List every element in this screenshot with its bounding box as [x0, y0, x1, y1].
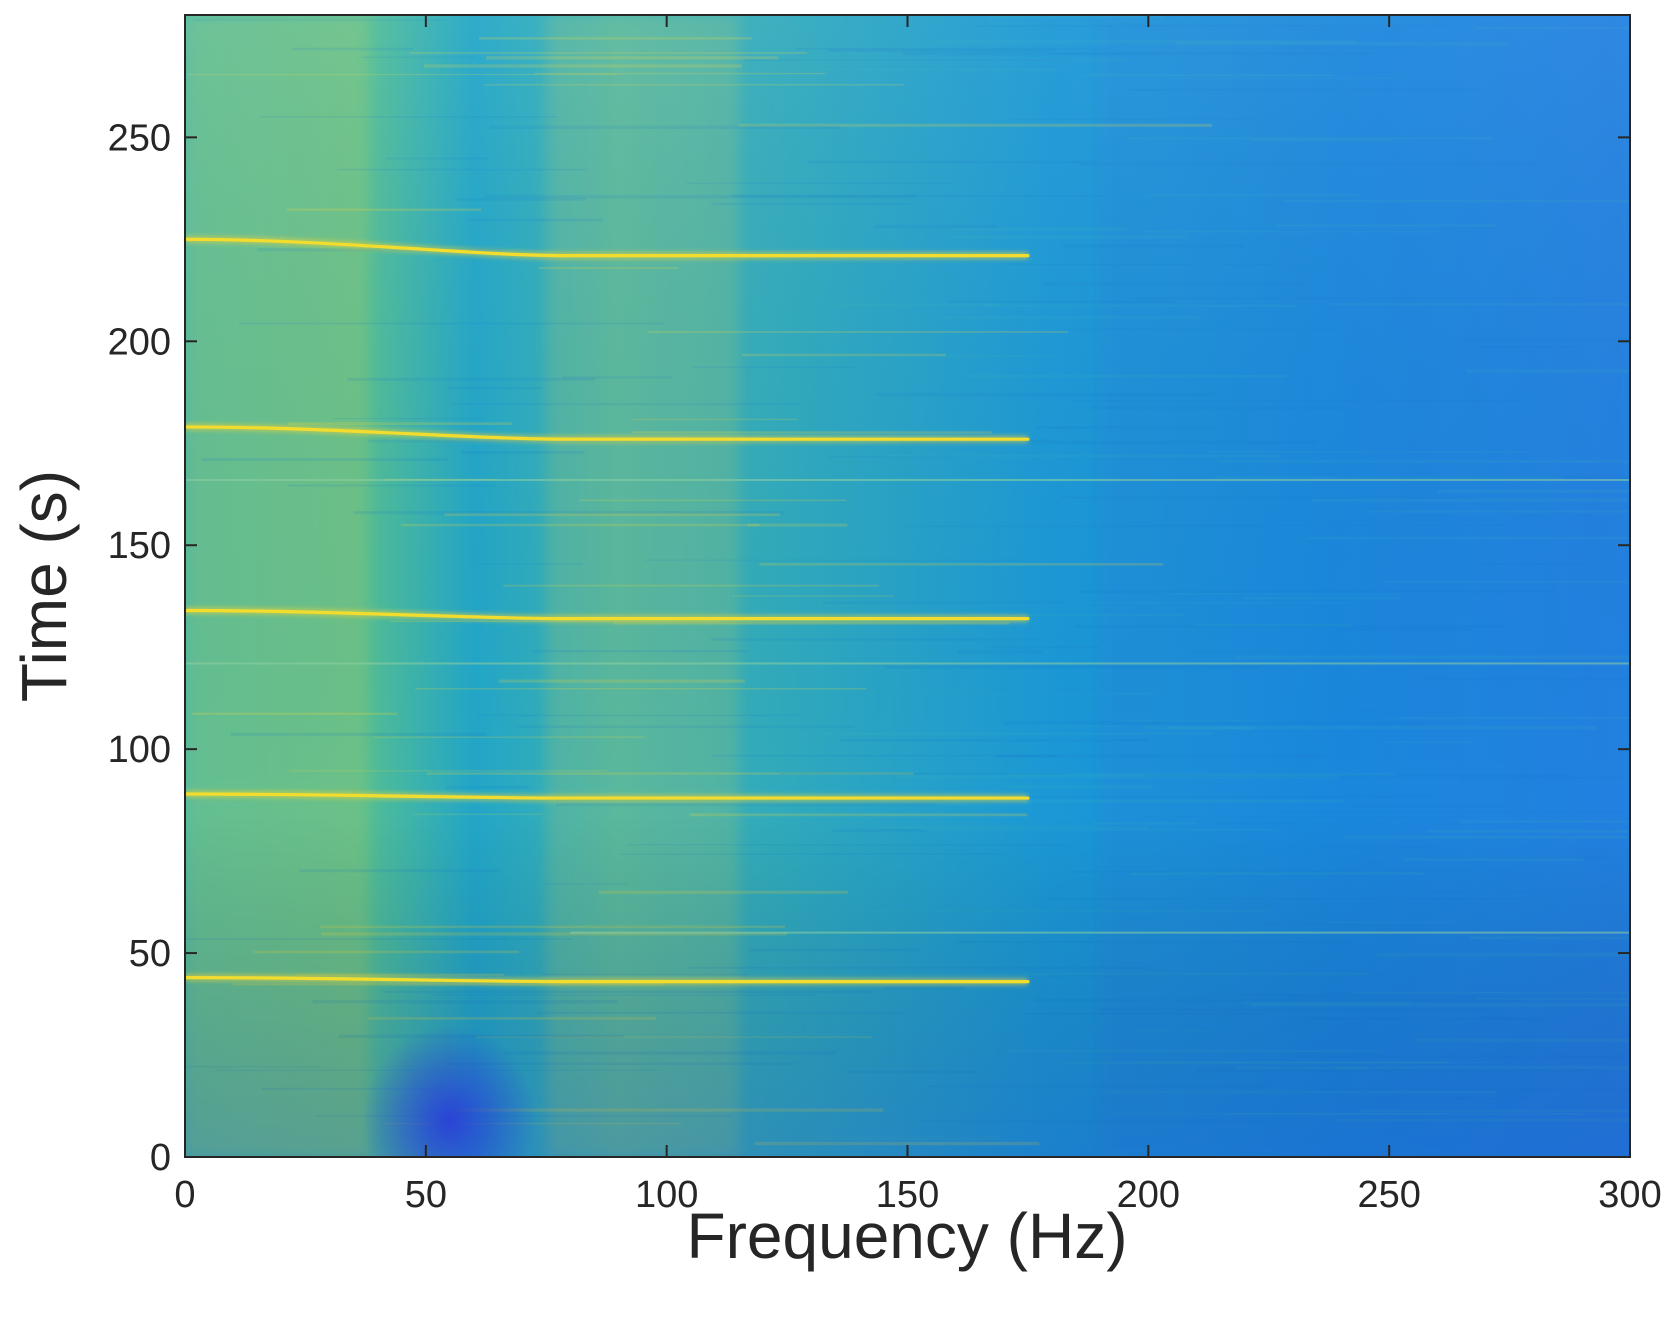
x-axis: 0 50 100 150 200 250 300	[174, 15, 1662, 1216]
y-tick-label: 250	[108, 117, 171, 159]
x-tick-label: 0	[174, 1174, 195, 1216]
y-tick-label: 200	[108, 321, 171, 363]
x-tick-label: 200	[1117, 1174, 1180, 1216]
y-tick-label: 150	[108, 525, 171, 567]
ridge	[185, 608, 1030, 621]
x-tick-label: 300	[1598, 1174, 1661, 1216]
ridge	[185, 792, 1030, 800]
x-tick-label: 250	[1357, 1174, 1420, 1216]
y-tick-label: 50	[129, 933, 171, 975]
plot-area	[185, 15, 1630, 1157]
faint-lines	[185, 478, 1630, 934]
x-axis-label: Frequency (Hz)	[687, 1200, 1128, 1272]
ridge	[185, 237, 1030, 258]
y-axis-label: Time (s)	[8, 470, 80, 702]
x-tick-label: 50	[405, 1174, 447, 1216]
low-energy-region	[363, 1024, 537, 1157]
ridges	[185, 235, 1173, 986]
y-tick-label: 0	[150, 1137, 171, 1179]
y-tick-label: 100	[108, 729, 171, 771]
y-axis: 0 50 100 150 200 250	[108, 117, 1630, 1179]
heatmap-shading	[185, 15, 1630, 1157]
x-tick-label: 150	[876, 1174, 939, 1216]
x-tick-label: 100	[635, 1174, 698, 1216]
ridge	[185, 425, 1030, 441]
ridge	[185, 975, 1030, 984]
